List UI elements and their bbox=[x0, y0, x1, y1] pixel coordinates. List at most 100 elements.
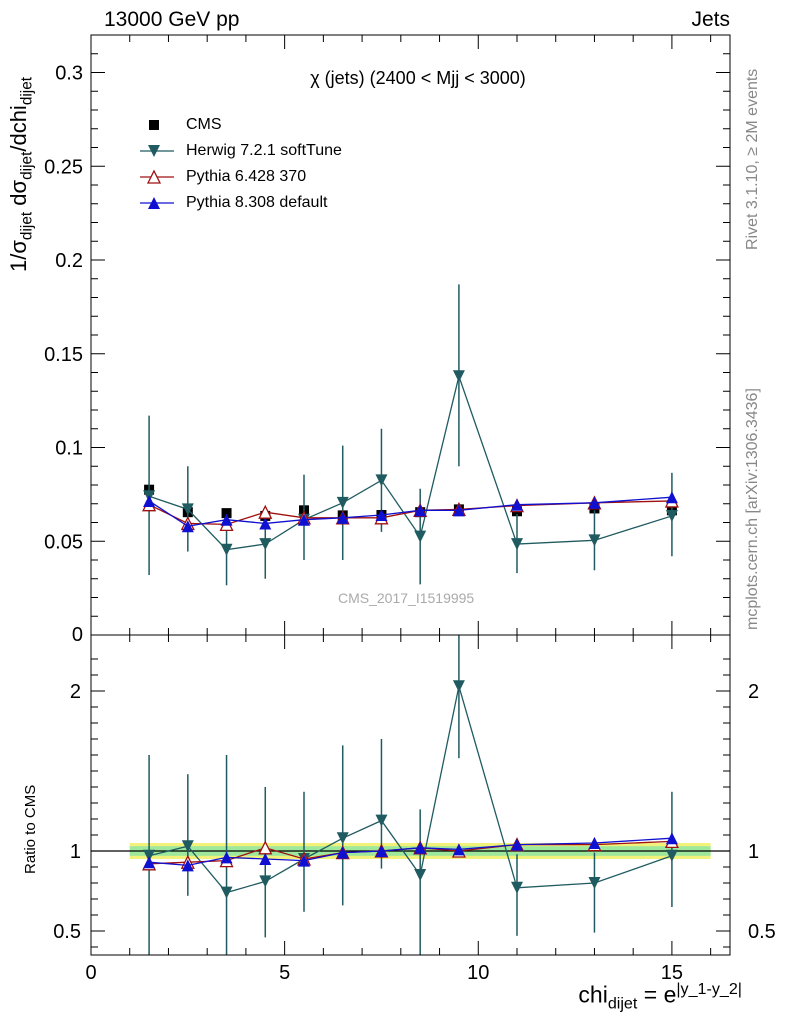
main-y-axis-label: 1/σdijet dσdijet/dchidijet bbox=[6, 76, 36, 272]
mcplots-credit-label: mcplots.cern.ch [arXiv:1306.3436] bbox=[744, 388, 761, 630]
series-line bbox=[148, 686, 673, 894]
data-point bbox=[143, 849, 156, 862]
data-point bbox=[336, 846, 349, 859]
data-point bbox=[414, 841, 427, 854]
legend-entry: CMS bbox=[140, 112, 342, 138]
data-point bbox=[298, 513, 310, 526]
chart-title: χ (jets) (2400 < Mjj < 3000) bbox=[310, 68, 526, 88]
data-point bbox=[665, 832, 678, 845]
data-point bbox=[375, 845, 388, 857]
rivet-version-label: Rivet 3.1.10, ≥ 2M events bbox=[744, 68, 761, 250]
data-point bbox=[259, 517, 272, 530]
data-point bbox=[511, 881, 523, 894]
data-point bbox=[259, 538, 272, 551]
series-line bbox=[149, 837, 672, 867]
main-y-tick-label: 0.15 bbox=[44, 344, 83, 366]
data-point bbox=[414, 869, 427, 881]
data-point bbox=[452, 504, 465, 517]
data-point bbox=[452, 843, 465, 856]
data-point bbox=[588, 877, 601, 889]
data-point bbox=[665, 509, 678, 522]
data-point bbox=[298, 854, 310, 867]
ratio-y-tick-label: 0.5 bbox=[53, 921, 81, 943]
legend-label: Herwig 7.2.1 softTune bbox=[186, 142, 342, 159]
ratio-plot-frame bbox=[90, 634, 731, 956]
data-point bbox=[220, 543, 233, 556]
legend-label: Pythia 8.308 default bbox=[186, 194, 328, 211]
ratio-y-tick-label: 1 bbox=[70, 841, 81, 863]
data-point bbox=[414, 530, 427, 543]
main-y-tick-label: 0.1 bbox=[55, 438, 83, 460]
ratio-series-herwig-7-2-1-softtune bbox=[143, 635, 678, 955]
data-point bbox=[375, 509, 388, 521]
main-series-herwig-7-2-1-softtune bbox=[143, 284, 678, 586]
x-tick-label: 15 bbox=[661, 962, 683, 984]
data-point bbox=[452, 370, 465, 383]
legend-label: CMS bbox=[186, 116, 222, 133]
x-axis-label: chidijet = e|y_1-y_2| bbox=[578, 980, 742, 1013]
legend-entry: Pythia 8.308 default bbox=[140, 190, 342, 216]
data-point bbox=[181, 503, 194, 516]
data-point bbox=[511, 538, 523, 551]
main-y-tick-label-zero: 0 bbox=[72, 624, 83, 646]
x-tick-label: 10 bbox=[467, 962, 489, 984]
legend-marker bbox=[148, 145, 160, 157]
data-point bbox=[414, 504, 427, 517]
main-y-tick-label: 0.3 bbox=[55, 63, 83, 85]
data-point bbox=[259, 853, 272, 865]
ratio-y-tick-label: 2 bbox=[70, 681, 81, 703]
series-line bbox=[148, 373, 673, 551]
data-point bbox=[221, 508, 232, 519]
ratio-y-tick-label-right: 0.5 bbox=[748, 921, 776, 943]
data-point bbox=[181, 859, 194, 872]
series-line bbox=[148, 496, 672, 527]
data-point bbox=[181, 840, 194, 853]
data-point bbox=[336, 832, 349, 845]
legend-marker bbox=[149, 120, 159, 130]
data-point bbox=[511, 838, 523, 851]
legend-marker bbox=[148, 197, 160, 209]
legend-label: Pythia 6.428 370 bbox=[186, 168, 307, 185]
ratio-y-axis-label: Ratio to CMS bbox=[22, 784, 39, 874]
data-point bbox=[336, 496, 349, 509]
ratio-series-pythia-8-308-default bbox=[143, 832, 678, 872]
series-line bbox=[148, 500, 672, 526]
legend-swatch bbox=[149, 120, 159, 130]
data-point bbox=[665, 491, 678, 504]
analysis-watermark: CMS_2017_I1519995 bbox=[338, 590, 475, 606]
legend-marker bbox=[146, 169, 162, 184]
data-point bbox=[336, 511, 349, 524]
main-y-tick-label: 0.2 bbox=[55, 250, 83, 272]
data-point bbox=[375, 814, 388, 827]
data-point bbox=[181, 520, 194, 533]
main-y-tick-label: 0.25 bbox=[44, 156, 83, 178]
ratio-y-tick-label-right: 1 bbox=[748, 841, 759, 863]
header-right-label: Jets bbox=[691, 8, 730, 31]
data-point bbox=[588, 837, 601, 849]
main-series-pythia-8-308-default bbox=[143, 491, 678, 533]
legend-swatch bbox=[140, 197, 174, 209]
legend-swatch bbox=[140, 145, 174, 157]
data-point bbox=[375, 474, 388, 487]
header-left-label: 13000 GeV pp bbox=[104, 8, 240, 31]
data-point bbox=[452, 680, 465, 693]
ratio-y-tick-label-right: 2 bbox=[748, 681, 759, 703]
legend: CMS Herwig 7.2.1 softTune Pythia 6.428 370… bbox=[140, 112, 342, 216]
data-point bbox=[665, 849, 678, 862]
data-point bbox=[143, 856, 156, 869]
data-point bbox=[143, 494, 156, 507]
x-tick-label: 0 bbox=[85, 962, 96, 984]
data-point bbox=[259, 875, 272, 888]
legend-entry: Herwig 7.2.1 softTune bbox=[140, 138, 342, 164]
data-point bbox=[588, 534, 601, 547]
data-point bbox=[220, 513, 233, 526]
x-tick-label: 5 bbox=[279, 962, 290, 984]
data-point bbox=[588, 496, 601, 509]
legend-swatch bbox=[140, 169, 174, 184]
data-point bbox=[511, 498, 523, 511]
main-y-tick-label: 0.05 bbox=[44, 531, 83, 553]
data-point bbox=[220, 851, 233, 864]
legend-entry: Pythia 6.428 370 bbox=[140, 164, 342, 190]
data-point bbox=[220, 886, 233, 899]
